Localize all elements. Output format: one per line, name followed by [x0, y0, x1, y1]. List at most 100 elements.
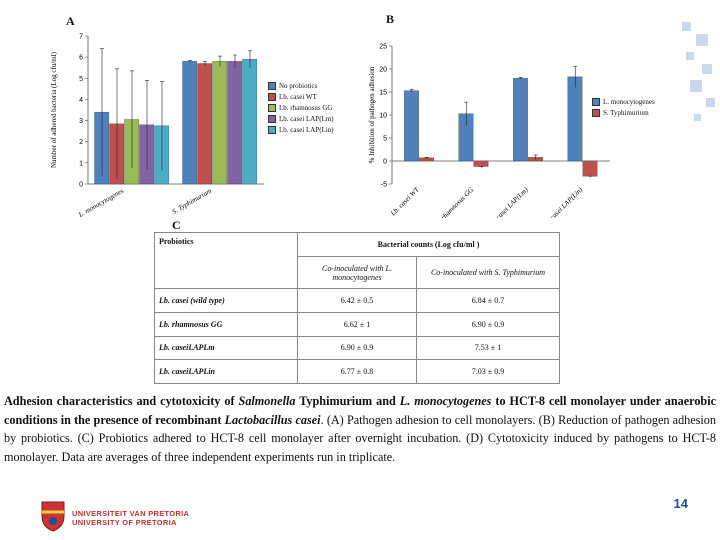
y-tick-label: 4 — [79, 97, 83, 104]
legend-label: S. Typhimurium — [603, 108, 649, 117]
bar — [567, 76, 583, 162]
caption-text: to HCT-8 cell monolayer under anaerobic … — [4, 394, 716, 427]
legend-item: Lb. casei LAP(Lin) — [268, 124, 348, 135]
legend-item: L. monocytogenes — [592, 96, 682, 107]
table-cell-name: Lb. rhamnosus GG — [154, 311, 298, 337]
y-tick-label: 0 — [383, 159, 387, 166]
university-name: UNIVERSITEIT VAN PRETORIA UNIVERSITY OF … — [72, 509, 190, 527]
legend-b: L. monocytogenes S. Typhimurium — [592, 96, 682, 118]
bar — [197, 63, 213, 185]
y-axis-label: % Inhibition of pathogen adhesion — [368, 66, 376, 163]
panel-label-b: B — [386, 12, 395, 26]
university-line: UNIVERSITEIT VAN PRETORIA — [72, 509, 190, 518]
legend-swatch — [268, 92, 276, 101]
bar — [212, 61, 228, 185]
x-category-label: S. Typhimurium — [171, 187, 213, 216]
university-crest-logo — [41, 501, 65, 532]
panel-label-c: C — [172, 218, 181, 232]
legend-item: Lb. rhamnosus GG — [268, 102, 348, 113]
bar — [182, 61, 198, 185]
table-header-counts: Bacterial counts (Log cfu/ml ) — [297, 232, 560, 257]
y-tick-label: 15 — [379, 90, 387, 97]
bacterial-counts-table: Probiotics Bacterial counts (Log cfu/ml … — [154, 232, 560, 384]
y-tick-label: 3 — [79, 118, 83, 125]
decorative-square — [706, 98, 715, 107]
y-tick-label: 20 — [379, 67, 387, 74]
legend-swatch — [268, 103, 276, 112]
y-tick-label: 2 — [79, 139, 83, 146]
table-row: Lb. casei (wild type) 6.42 ± 0.5 6.84 ± … — [154, 288, 560, 313]
y-tick-label: 0 — [79, 182, 83, 189]
table-cell-value: 6.84 ± 0.7 — [416, 288, 560, 313]
legend-label: L. monocytogenes — [603, 97, 655, 106]
decorative-square — [694, 114, 701, 121]
table-cell-value: 6.77 ± 0.8 — [297, 359, 417, 384]
legend-label: Lb. rhamnosus GG — [279, 103, 333, 112]
legend-swatch — [268, 114, 276, 123]
legend-swatch — [592, 97, 600, 106]
panel-label-a: A — [66, 14, 75, 28]
table-cell-value: 6.90 ± 0.9 — [416, 311, 560, 337]
legend-swatch — [268, 125, 276, 134]
x-category-label: Lb. casei LAP(Lin) — [540, 185, 585, 218]
decorative-square — [702, 64, 712, 74]
decorative-square — [696, 34, 708, 46]
bar — [582, 160, 598, 177]
table-cell-name: Lb. caseiLAPLm — [154, 335, 298, 361]
legend-swatch — [592, 108, 600, 117]
bar — [94, 111, 110, 185]
legend-item: No probiotics — [268, 80, 348, 91]
caption-text: Adhesion characteristics and cytotoxicit… — [4, 394, 239, 408]
y-tick-label: 10 — [379, 113, 387, 120]
y-tick-label: 6 — [79, 55, 83, 62]
y-tick-label: 7 — [79, 34, 83, 41]
table-cell-value: 6.90 ± 0.9 — [297, 335, 417, 361]
y-tick-label: 25 — [379, 44, 387, 51]
chart-a: 0 1 2 3 4 5 6 7 Number of adhered bacteria (Log … — [50, 34, 264, 220]
table-subheader-st: Co-inoculated with S. Typhimurium — [416, 256, 560, 289]
table-cell-name: Lb. casei (wild type) — [154, 288, 298, 313]
table-row: Lb. caseiLAPLin 6.77 ± 0.8 7.03 ± 0.9 — [154, 359, 560, 384]
table-row: Lb. rhamnosus GG 6.62 ± 1 6.90 ± 0.9 — [154, 311, 560, 337]
table-header-probiotics: Probiotics — [154, 232, 298, 289]
table-cell-value: 6.62 ± 1 — [297, 311, 417, 337]
caption-text: Salmonella — [238, 394, 296, 408]
bar — [513, 78, 528, 162]
legend-a: No probiotics Lb. casei WT Lb. rhamnosus G… — [268, 80, 348, 135]
legend-label: Lb. casei WT — [279, 92, 317, 101]
page-number: 14 — [673, 496, 688, 511]
y-tick-label: 1 — [79, 160, 83, 167]
bar — [227, 61, 243, 185]
x-category-label: Lb. casei LAP(Lm) — [486, 185, 530, 218]
legend-label: Lb. casei LAP(Lin) — [279, 125, 334, 134]
caption-text: . (A) Pathogen adhesion to cell monolaye… — [4, 412, 716, 464]
bar — [242, 59, 258, 185]
bar — [473, 160, 489, 167]
caption-text: L. monocytogenes — [399, 394, 492, 408]
chart-b: -5 0 5 10 15 20 25 % Inhibition of pathogen adh… — [368, 44, 610, 218]
bar — [404, 90, 419, 162]
university-line: UNIVERSITY OF PRETORIA — [72, 517, 177, 527]
table-cell-value: 6.42 ± 0.5 — [297, 288, 417, 313]
table-cell-name: Lb. caseiLAPLin — [154, 359, 298, 384]
y-tick-label: 5 — [383, 136, 387, 143]
figure-caption: Adhesion characteristics and cytotoxicit… — [4, 392, 716, 466]
caption-text: Typhimurium and — [295, 394, 400, 408]
caption-text: Lactobacillus casei — [224, 412, 321, 427]
y-tick-label: 5 — [79, 76, 83, 83]
decorative-square — [686, 52, 694, 60]
x-category-label: Lb. casei WT — [388, 185, 421, 218]
y-tick-label: -5 — [381, 182, 387, 189]
legend-item: Lb. casei LAP(Lm) — [268, 113, 348, 124]
legend-item: Lb. casei WT — [268, 91, 348, 102]
decorative-square — [682, 22, 691, 31]
legend-item: S. Typhimurium — [592, 107, 682, 118]
table-cell-value: 7.03 ± 0.9 — [416, 359, 560, 384]
legend-label: No probiotics — [279, 81, 318, 90]
table-subheader-lm: Co-inoculated with L. monocytogenes — [297, 256, 417, 289]
x-category-label: L. monocytogenes — [76, 187, 125, 220]
legend-swatch — [268, 81, 276, 90]
table-cell-value: 7.53 ± 1 — [416, 335, 560, 361]
table-row: Lb. caseiLAPLm 6.90 ± 0.9 7.53 ± 1 — [154, 335, 560, 361]
y-axis-label: Number of adhered bacteria (Log cfu/ml) — [50, 51, 58, 168]
